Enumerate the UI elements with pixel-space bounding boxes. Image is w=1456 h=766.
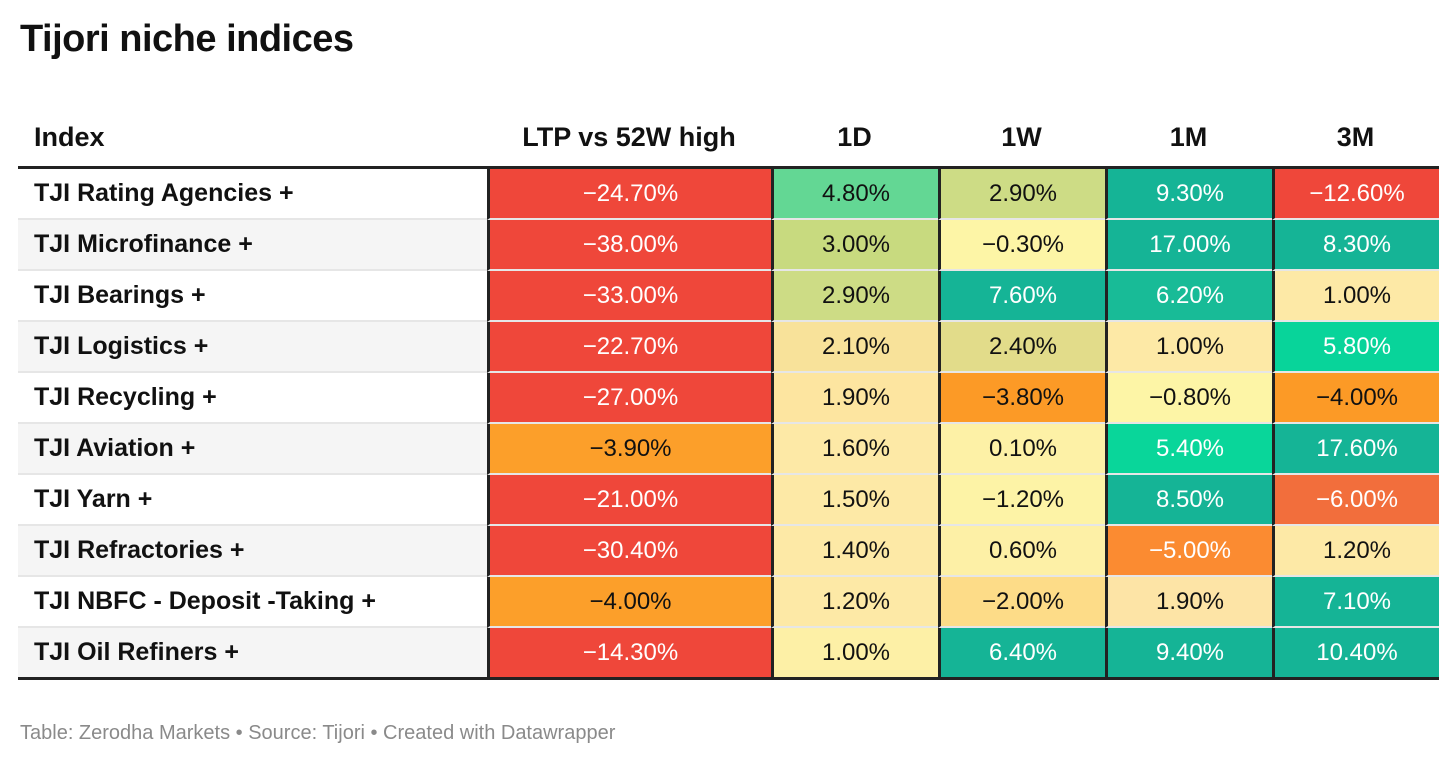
value-cell-1m: 6.20% (1105, 271, 1272, 322)
value-cell-1m: 9.40% (1105, 628, 1272, 680)
index-name-cell: TJI Rating Agencies + (18, 169, 487, 220)
value-cell-1d: 1.00% (771, 628, 938, 680)
value-cell-1m: 17.00% (1105, 220, 1272, 271)
value-cell-1d: 1.90% (771, 373, 938, 424)
source-footer: Table: Zerodha Markets • Source: Tijori … (20, 722, 616, 744)
table-row: TJI Rating Agencies + −24.70% 4.80% 2.90% 9.… (18, 169, 1439, 220)
value-cell-1w: 0.60% (938, 526, 1105, 577)
value-cell-3m: 5.80% (1272, 322, 1439, 373)
value-cell-3m: −4.00% (1272, 373, 1439, 424)
value-cell-1m: 1.90% (1105, 577, 1272, 628)
table-row: TJI Refractories + −30.40% 1.40% 0.60% −5.00… (18, 526, 1439, 577)
table-row: TJI Microfinance + −38.00% 3.00% −0.30% 17.0… (18, 220, 1439, 271)
value-cell-3m: 17.60% (1272, 424, 1439, 475)
value-cell-1w: 2.90% (938, 169, 1105, 220)
value-cell-1d: 2.90% (771, 271, 938, 322)
value-cell-3m: −6.00% (1272, 475, 1439, 526)
table-row: TJI Oil Refiners + −14.30% 1.00% 6.40% 9.40%… (18, 628, 1439, 680)
value-cell-3m: −12.60% (1272, 169, 1439, 220)
value-cell-3m: 1.20% (1272, 526, 1439, 577)
value-cell-1m: 1.00% (1105, 322, 1272, 373)
value-cell-1w: 6.40% (938, 628, 1105, 680)
value-cell-1d: 1.20% (771, 577, 938, 628)
table-row: TJI Recycling + −27.00% 1.90% −3.80% −0.80% −… (18, 373, 1439, 424)
index-name-cell: TJI Bearings + (18, 271, 487, 322)
value-cell-1d: 1.60% (771, 424, 938, 475)
value-cell-1m: 8.50% (1105, 475, 1272, 526)
value-cell-1w: 7.60% (938, 271, 1105, 322)
value-cell-ltp-vs-52w-high: −27.00% (487, 373, 771, 424)
column-header-1w[interactable]: 1W (938, 108, 1105, 169)
chart-title: Tijori niche indices (20, 18, 354, 60)
value-cell-3m: 7.10% (1272, 577, 1439, 628)
index-name-cell: TJI Refractories + (18, 526, 487, 577)
table-row: TJI Bearings + −33.00% 2.90% 7.60% 6.20% 1.00… (18, 271, 1439, 322)
index-name-cell: TJI NBFC - Deposit -Taking + (18, 577, 487, 628)
index-name-cell: TJI Aviation + (18, 424, 487, 475)
value-cell-1w: −2.00% (938, 577, 1105, 628)
value-cell-3m: 10.40% (1272, 628, 1439, 680)
index-name-cell: TJI Recycling + (18, 373, 487, 424)
table-row: TJI NBFC - Deposit -Taking + −4.00% 1.20% −… (18, 577, 1439, 628)
value-cell-1d: 4.80% (771, 169, 938, 220)
table-row: TJI Logistics + −22.70% 2.10% 2.40% 1.00% 5.8… (18, 322, 1439, 373)
value-cell-ltp-vs-52w-high: −33.00% (487, 271, 771, 322)
column-header-index[interactable]: Index (18, 108, 487, 169)
index-name-cell: TJI Yarn + (18, 475, 487, 526)
table-row: TJI Yarn + −21.00% 1.50% −1.20% 8.50% −6.00% (18, 475, 1439, 526)
value-cell-1m: −5.00% (1105, 526, 1272, 577)
indices-table: Index LTP vs 52W high 1D 1W 1M 3M TJI Ra… (18, 108, 1439, 680)
value-cell-1m: −0.80% (1105, 373, 1272, 424)
value-cell-ltp-vs-52w-high: −22.70% (487, 322, 771, 373)
value-cell-1w: 2.40% (938, 322, 1105, 373)
header-row: Index LTP vs 52W high 1D 1W 1M 3M (18, 108, 1439, 169)
value-cell-1d: 1.40% (771, 526, 938, 577)
value-cell-ltp-vs-52w-high: −4.00% (487, 577, 771, 628)
value-cell-1w: −1.20% (938, 475, 1105, 526)
table-row: TJI Aviation + −3.90% 1.60% 0.10% 5.40% 17.60… (18, 424, 1439, 475)
index-name-cell: TJI Oil Refiners + (18, 628, 487, 680)
column-header-1m[interactable]: 1M (1105, 108, 1272, 169)
value-cell-ltp-vs-52w-high: −3.90% (487, 424, 771, 475)
value-cell-1d: 2.10% (771, 322, 938, 373)
index-name-cell: TJI Microfinance + (18, 220, 487, 271)
value-cell-1d: 1.50% (771, 475, 938, 526)
value-cell-1w: −0.30% (938, 220, 1105, 271)
value-cell-ltp-vs-52w-high: −38.00% (487, 220, 771, 271)
table-body: TJI Rating Agencies + −24.70% 4.80% 2.90% 9.… (18, 169, 1439, 680)
column-header-ltp-vs-52w-high[interactable]: LTP vs 52W high (487, 108, 771, 169)
value-cell-ltp-vs-52w-high: −30.40% (487, 526, 771, 577)
value-cell-1w: 0.10% (938, 424, 1105, 475)
value-cell-1m: 9.30% (1105, 169, 1272, 220)
column-header-3m[interactable]: 3M (1272, 108, 1439, 169)
value-cell-1m: 5.40% (1105, 424, 1272, 475)
column-header-1d[interactable]: 1D (771, 108, 938, 169)
value-cell-3m: 8.30% (1272, 220, 1439, 271)
value-cell-ltp-vs-52w-high: −21.00% (487, 475, 771, 526)
index-name-cell: TJI Logistics + (18, 322, 487, 373)
value-cell-1w: −3.80% (938, 373, 1105, 424)
value-cell-ltp-vs-52w-high: −24.70% (487, 169, 771, 220)
value-cell-ltp-vs-52w-high: −14.30% (487, 628, 771, 680)
value-cell-1d: 3.00% (771, 220, 938, 271)
value-cell-3m: 1.00% (1272, 271, 1439, 322)
